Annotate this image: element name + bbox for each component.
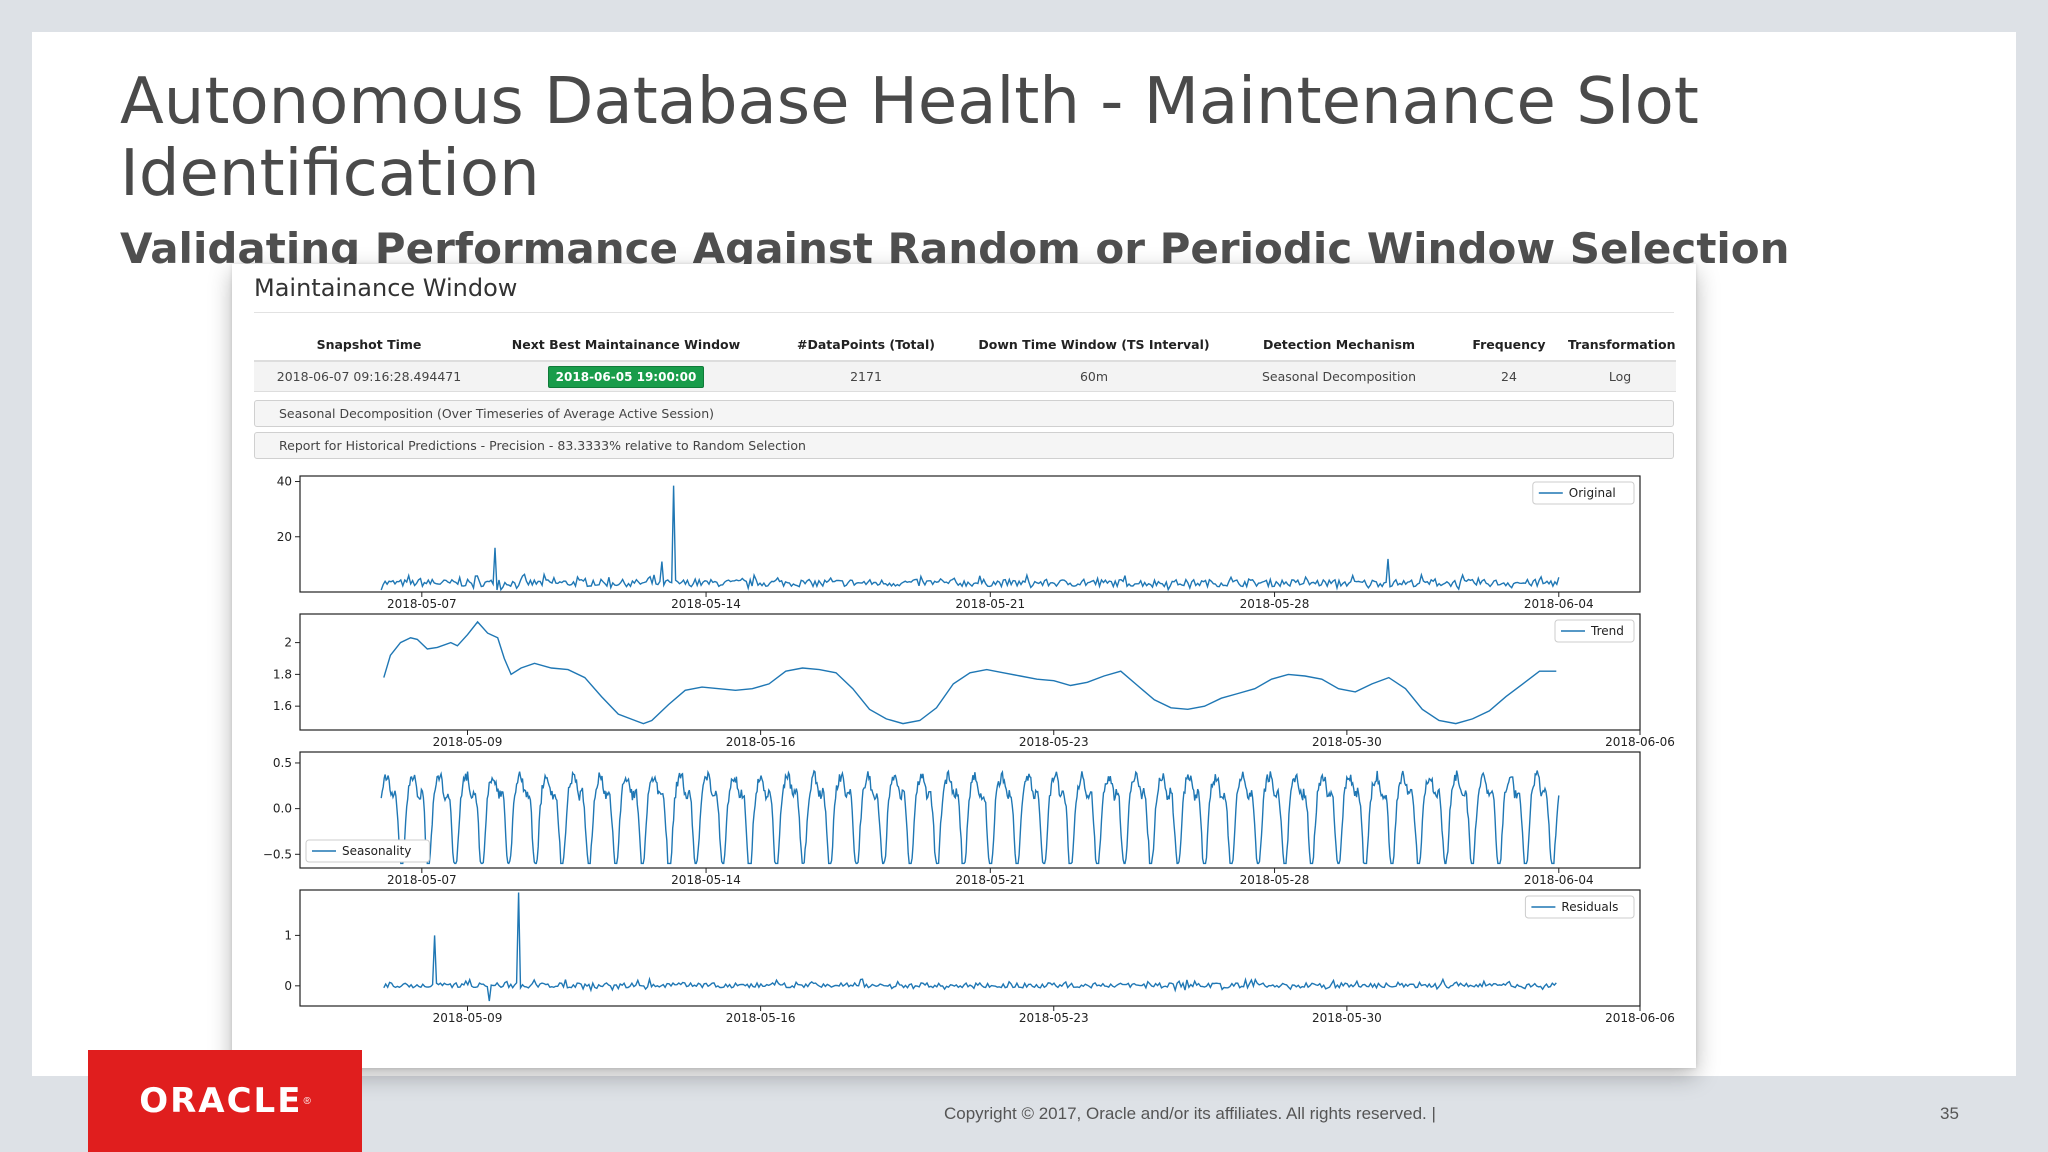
x-tick-label: 2018-06-06 (1605, 1011, 1675, 1025)
series-line-original (380, 485, 1560, 592)
chart-residuals: 0 1 2018-05-09 2018-05-16 2018-05-23 2018-05-… (284, 889, 1675, 1025)
column-header[interactable]: Transformation (1564, 328, 1676, 362)
x-tick-label: 2018-05-07 (387, 873, 457, 887)
y-tick-label: 20 (277, 530, 292, 544)
slide-title: Autonomous Database Health - Maintenance… (120, 65, 1699, 211)
x-tick-label: 2018-05-30 (1312, 735, 1382, 749)
y-tick-label: 1.8 (273, 667, 292, 681)
chart-trend: 1.6 1.8 2 2018-05-09 2018-05-16 2018-05-23 201… (273, 613, 1675, 749)
x-tick-label: 2018-06-04 (1524, 597, 1594, 611)
transformation-cell: Log (1564, 361, 1676, 392)
x-tick-label: 2018-05-30 (1312, 1011, 1382, 1025)
series-line-trend (383, 620, 1557, 725)
legend-box (1524, 895, 1635, 919)
snapshot-time-cell: 2018-06-07 09:16:28.494471 (254, 361, 484, 392)
oracle-logo-text: ORACLE (139, 1081, 303, 1121)
x-tick-label: 2018-05-23 (1019, 735, 1089, 749)
x-tick-label: 2018-06-04 (1524, 873, 1594, 887)
legend: Seasonality (305, 839, 430, 863)
chart-seasonality: −0.5 0.0 0.5 2018-05-07 2018-05-14 2018-05-21… (263, 751, 1641, 887)
column-header[interactable]: Frequency (1454, 328, 1564, 362)
datapoints-cell: 2171 (768, 361, 964, 392)
y-tick-label: 1 (284, 928, 292, 942)
next-window-cell: 2018-06-05 19:00:00 (484, 361, 768, 392)
x-tick-label: 2018-05-14 (671, 873, 741, 887)
legend-box (305, 839, 430, 863)
next-window-badge: 2018-06-05 19:00:00 (547, 365, 705, 388)
series-line-seasonality (380, 769, 1560, 865)
x-tick-label: 2018-05-07 (387, 597, 457, 611)
y-tick-label: 0 (284, 979, 292, 993)
x-tick-label: 2018-05-14 (671, 597, 741, 611)
series-line-residuals (383, 892, 1557, 1002)
y-tick-label: 2 (284, 636, 292, 650)
legend-box (1532, 481, 1635, 505)
column-header[interactable]: Detection Mechanism (1224, 328, 1454, 362)
x-tick-label: 2018-05-16 (726, 1011, 796, 1025)
legend-label: Original (1569, 486, 1616, 500)
panel-divider (254, 312, 1674, 313)
page-number: 35 (1940, 1104, 1959, 1123)
panel-title: Maintainance Window (254, 274, 518, 302)
column-header[interactable]: Next Best Maintainance Window (484, 328, 768, 362)
chart-original: 20 40 2018-05-07 2018-05-14 2018-05-21 2018-0… (277, 475, 1641, 611)
table-header-row: Snapshot Time Next Best Maintainance Win… (254, 328, 1676, 362)
frequency-cell: 24 (1454, 361, 1564, 392)
y-tick-label: 0.0 (273, 802, 292, 816)
legend-label: Residuals (1561, 900, 1618, 914)
column-header[interactable]: Down Time Window (TS Interval) (964, 328, 1224, 362)
plot-frame (299, 613, 1641, 731)
copyright-footer: Copyright © 2017, Oracle and/or its affi… (944, 1104, 1436, 1123)
column-header[interactable]: #DataPoints (Total) (768, 328, 964, 362)
seasonal-decomposition-accordion[interactable]: Seasonal Decomposition (Over Timeseries … (254, 400, 1674, 427)
legend: Original (1532, 481, 1635, 505)
x-tick-label: 2018-05-09 (433, 735, 503, 749)
mechanism-cell: Seasonal Decomposition (1224, 361, 1454, 392)
maintenance-table: Snapshot Time Next Best Maintainance Win… (254, 328, 1676, 392)
x-tick-label: 2018-05-21 (955, 597, 1025, 611)
oracle-logo: ORACLE ® (88, 1050, 362, 1152)
legend-label: Trend (1590, 624, 1624, 638)
x-tick-label: 2018-05-23 (1019, 1011, 1089, 1025)
x-tick-label: 2018-05-28 (1240, 597, 1310, 611)
plot-frame (299, 751, 1641, 869)
historical-report-accordion[interactable]: Report for Historical Predictions - Prec… (254, 432, 1674, 459)
legend-box (1554, 619, 1635, 643)
x-tick-label: 2018-05-21 (955, 873, 1025, 887)
legend: Trend (1554, 619, 1635, 643)
table-row: 2018-06-07 09:16:28.494471 2018-06-05 19… (254, 361, 1676, 392)
registered-mark-icon: ® (303, 1095, 311, 1107)
maintenance-window-panel: Maintainance Window Snapshot Time Next B… (232, 264, 1696, 1068)
x-tick-label: 2018-05-16 (726, 735, 796, 749)
y-tick-label: 40 (277, 475, 292, 489)
column-header[interactable]: Snapshot Time (254, 328, 484, 362)
x-tick-label: 2018-06-06 (1605, 735, 1675, 749)
downtime-cell: 60m (964, 361, 1224, 392)
y-tick-label: −0.5 (263, 847, 292, 861)
legend-label: Seasonality (342, 844, 411, 858)
x-tick-label: 2018-05-28 (1240, 873, 1310, 887)
y-tick-label: 1.6 (273, 699, 292, 713)
legend: Residuals (1524, 895, 1635, 919)
plot-frame (299, 889, 1641, 1007)
y-tick-label: 0.5 (273, 756, 292, 770)
x-tick-label: 2018-05-09 (433, 1011, 503, 1025)
decomposition-plots: 20 40 2018-05-07 2018-05-14 2018-05-21 2018-0… (260, 474, 1680, 1064)
plot-frame (299, 475, 1641, 593)
